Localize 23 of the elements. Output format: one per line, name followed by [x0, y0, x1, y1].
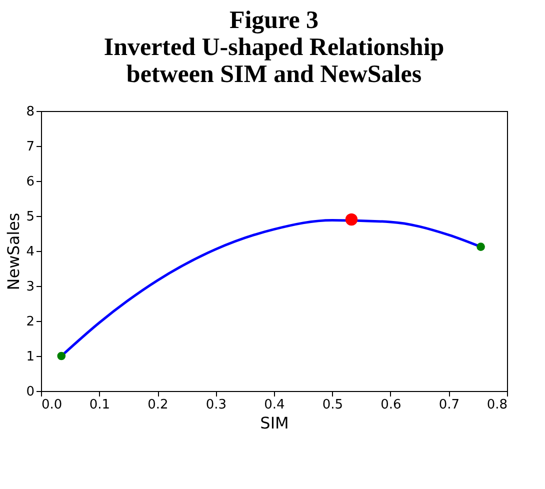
- x-tick-label: 0.6: [380, 398, 402, 412]
- x-tick-label: 0.5: [322, 398, 344, 412]
- text: Inverted U-shaped Relationship: [104, 34, 444, 61]
- y-tick-label: 0: [26, 384, 34, 400]
- x-tick-label: 0.1: [89, 398, 110, 412]
- y-tick-label: 6: [26, 174, 34, 190]
- x-tick-label: 0.0: [42, 398, 62, 412]
- x-tick-label: 0.4: [264, 398, 285, 412]
- y-tick-label: 7: [26, 140, 34, 154]
- text: between SIM and NewSales: [126, 61, 422, 88]
- x-tick-label: 0.3: [206, 398, 227, 412]
- y-tick-label: 5: [26, 210, 34, 224]
- y-tick-label: 1: [26, 350, 34, 364]
- y-tick-label: 3: [26, 280, 34, 294]
- y-tick-label: 8: [26, 104, 34, 120]
- x-axis-title: SIM: [260, 414, 289, 432]
- text: Figure 3: [229, 7, 319, 34]
- x-tick-label: 0.2: [148, 398, 168, 412]
- x-tick-label: 0.8: [486, 398, 508, 412]
- y-axis-title: NewSales: [4, 212, 24, 290]
- y-tick-label: 4: [26, 244, 34, 260]
- x-tick-label: 0.7: [438, 398, 460, 412]
- y-tick-label: 2: [26, 314, 34, 330]
